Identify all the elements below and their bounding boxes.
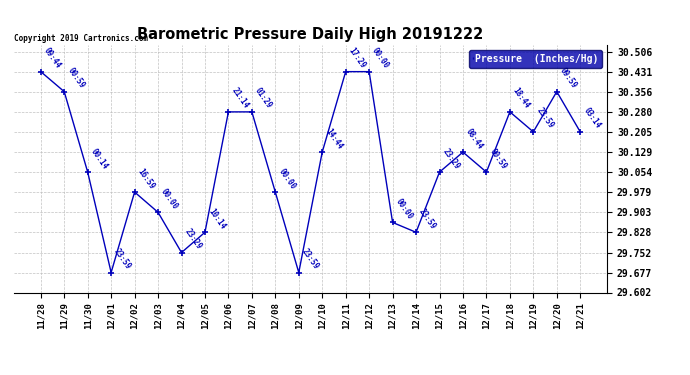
Text: 00:00: 00:00 xyxy=(394,197,415,221)
Legend: Pressure  (Inches/Hg): Pressure (Inches/Hg) xyxy=(469,50,602,68)
Text: 00:00: 00:00 xyxy=(277,166,297,191)
Text: 00:00: 00:00 xyxy=(159,187,180,211)
Text: 00:59: 00:59 xyxy=(66,66,86,90)
Text: 09:44: 09:44 xyxy=(42,46,63,70)
Text: 09:59: 09:59 xyxy=(558,66,579,90)
Text: 14:44: 14:44 xyxy=(324,127,344,151)
Title: Barometric Pressure Daily High 20191222: Barometric Pressure Daily High 20191222 xyxy=(137,27,484,42)
Text: 23:29: 23:29 xyxy=(183,227,204,251)
Text: 00:00: 00:00 xyxy=(371,46,391,70)
Text: 21:14: 21:14 xyxy=(230,86,250,111)
Text: 23:59: 23:59 xyxy=(300,247,321,271)
Text: 03:14: 03:14 xyxy=(582,106,602,130)
Text: 23:59: 23:59 xyxy=(535,106,555,130)
Text: 00:59: 00:59 xyxy=(488,147,509,171)
Text: 08:44: 08:44 xyxy=(464,127,485,151)
Text: 10:14: 10:14 xyxy=(206,207,227,231)
Text: 18:44: 18:44 xyxy=(511,86,532,111)
Text: 23:29: 23:29 xyxy=(441,147,462,171)
Text: Copyright 2019 Cartronics.com: Copyright 2019 Cartronics.com xyxy=(14,33,148,42)
Text: 23:59: 23:59 xyxy=(417,207,438,231)
Text: 01:29: 01:29 xyxy=(253,86,274,111)
Text: 23:59: 23:59 xyxy=(112,247,133,271)
Text: 00:14: 00:14 xyxy=(89,147,110,171)
Text: 16:59: 16:59 xyxy=(136,166,157,191)
Text: 17:29: 17:29 xyxy=(347,46,368,70)
